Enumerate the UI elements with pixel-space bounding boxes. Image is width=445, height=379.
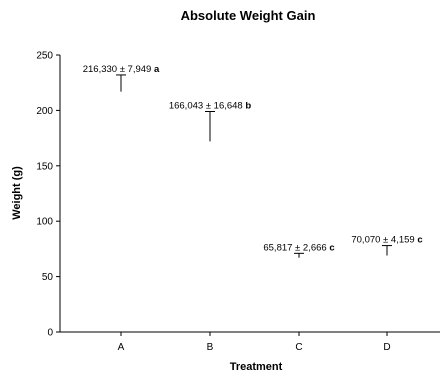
y-tick-label: 100: [36, 217, 53, 228]
axes: [59, 55, 440, 333]
data-label: 166,043 ± 16,648 b: [169, 101, 252, 112]
data-label-value: 166,043 ± 16,648: [169, 101, 246, 112]
data-label-letter: a: [154, 64, 160, 75]
data-label-letter: c: [417, 235, 422, 246]
data-label-letter: c: [329, 242, 334, 253]
data-label: 70,070 ± 4,159 c: [351, 235, 422, 246]
y-tick-label: 200: [36, 106, 53, 117]
mark-group: 216,330 ± 7,949 a 166,043 ± 16,648 b 65,81…: [83, 64, 423, 258]
data-label-value: 216,330 ± 7,949: [83, 64, 154, 75]
x-tick-label: D: [383, 342, 390, 353]
y-tick-label: 50: [42, 272, 54, 283]
tick-group: 0 50 100 150 200 250 A B C D: [36, 51, 390, 354]
y-tick-label: 250: [36, 51, 53, 62]
chart-title: Absolute Weight Gain: [181, 8, 316, 23]
y-axis-label: Weight (g): [11, 166, 23, 220]
x-tick-label: B: [207, 342, 214, 353]
data-label-letter: b: [245, 101, 251, 112]
y-tick-label: 150: [36, 161, 53, 172]
y-tick-label: 0: [47, 328, 53, 339]
data-label: 65,817 ± 2,666 c: [263, 242, 334, 253]
x-axis-label: Treatment: [230, 361, 283, 373]
data-label: 216,330 ± 7,949 a: [83, 64, 160, 75]
data-label-value: 70,070 ± 4,159: [351, 235, 417, 246]
x-tick-label: A: [118, 342, 125, 353]
x-tick-label: C: [295, 342, 302, 353]
data-label-value: 65,817 ± 2,666: [263, 242, 329, 253]
